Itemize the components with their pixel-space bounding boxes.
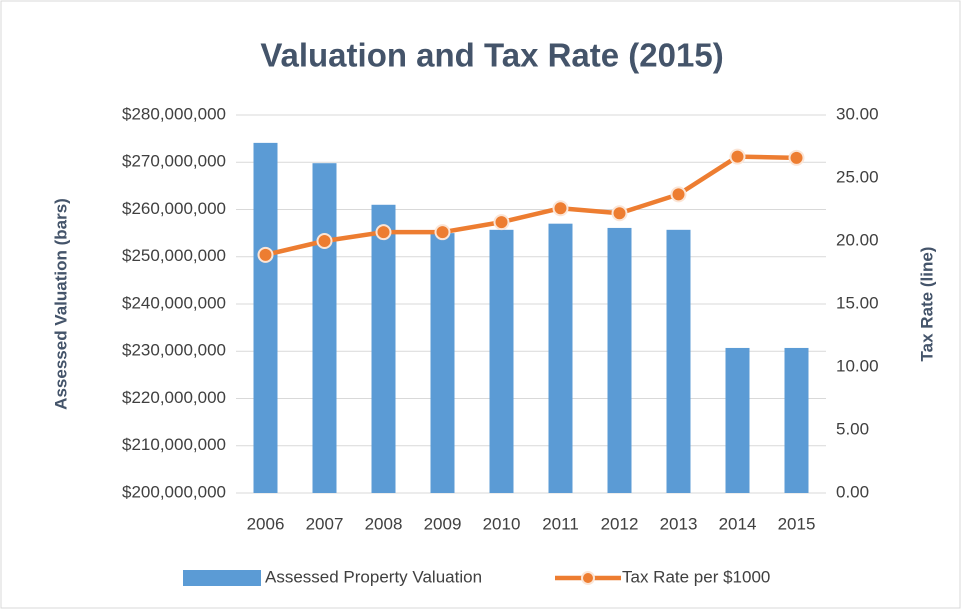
bar [489,229,514,493]
y2-tick-label: 15.00 [836,293,879,312]
x-tick-label: 2008 [365,514,403,533]
marker [257,246,274,263]
bar [312,163,337,493]
x-tick-label: 2006 [247,514,285,533]
x-tick-label: 2015 [778,514,816,533]
bar [666,229,691,493]
bar [371,204,396,493]
y-tick-label: $230,000,000 [122,341,226,360]
y2-tick-label: 30.00 [836,104,879,123]
legend-label: Assessed Property Valuation [265,567,482,586]
marker [375,224,392,241]
x-tick-label: 2012 [601,514,639,533]
x-tick-label: 2010 [483,514,521,533]
bar [548,223,573,494]
marker [670,186,687,203]
y-tick-label: $240,000,000 [122,293,226,312]
y-tick-label: $260,000,000 [122,199,226,218]
bar [253,142,278,493]
legend-swatch [183,570,261,586]
marker [316,233,333,249]
bar [430,233,455,493]
marker [434,224,451,241]
bar [784,347,809,493]
y2-tick-label: 25.00 [836,167,879,186]
y-tick-label: $270,000,000 [122,152,226,171]
line [264,154,797,258]
y2-tick-label: 20.00 [836,230,879,249]
x-tick-label: 2011 [542,514,579,533]
bar [607,227,632,494]
y-tick-label: $220,000,000 [122,388,226,407]
legend-label: Tax Rate per $1000 [622,567,770,586]
y-tick-label: $200,000,000 [122,482,226,501]
marker [552,200,569,217]
y-tick-label: $280,000,000 [122,104,226,123]
x-tick-label: 2014 [719,514,757,533]
y-tick-label: $210,000,000 [122,435,226,454]
chart-title: Valuation and Tax Rate (2015) [260,37,723,74]
x-tick-label: 2009 [424,514,462,533]
marker [788,149,805,166]
legend-marker [581,571,595,585]
y2-tick-label: 0.00 [836,482,869,501]
y-axis-title: Assessed Valuation (bars) [51,198,70,410]
marker [729,148,746,165]
x-tick-label: 2013 [660,514,698,533]
y2-tick-label: 5.00 [836,419,869,438]
y2-axis-title: Tax Rate (line) [917,247,936,362]
y2-tick-label: 10.00 [836,356,879,375]
x-tick-label: 2007 [306,514,344,533]
marker [493,214,510,231]
marker [611,205,628,222]
y-tick-label: $250,000,000 [122,246,226,265]
bar [725,347,750,493]
